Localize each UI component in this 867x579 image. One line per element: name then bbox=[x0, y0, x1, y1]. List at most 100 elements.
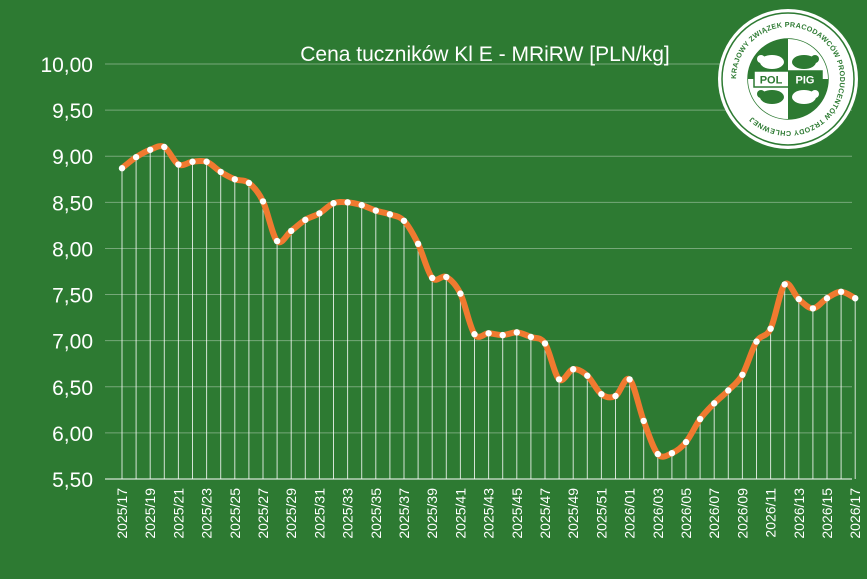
x-tick-label: 2026/07 bbox=[706, 488, 722, 539]
data-point bbox=[527, 333, 535, 341]
x-tick-label: 2025/37 bbox=[396, 488, 412, 539]
data-point bbox=[513, 329, 520, 336]
data-point bbox=[584, 372, 591, 379]
marker-layer bbox=[118, 143, 859, 458]
data-point bbox=[626, 376, 633, 383]
x-tick-label: 2026/03 bbox=[650, 488, 666, 539]
x-tick-label: 2025/23 bbox=[199, 488, 215, 539]
data-point bbox=[809, 305, 817, 312]
data-point bbox=[386, 211, 394, 218]
x-tick-label: 2025/21 bbox=[170, 488, 186, 539]
data-point bbox=[753, 338, 760, 345]
x-tick-label: 2026/11 bbox=[763, 488, 779, 538]
data-point bbox=[443, 273, 450, 281]
y-tick-label: 6,50 bbox=[52, 377, 93, 400]
data-point bbox=[118, 165, 126, 172]
drop-lines bbox=[121, 147, 856, 479]
data-point bbox=[414, 240, 422, 248]
data-point bbox=[823, 295, 831, 302]
data-point bbox=[372, 207, 379, 214]
y-tick-label: 5,50 bbox=[52, 469, 93, 492]
y-tick-label: 8,00 bbox=[52, 238, 93, 261]
data-point bbox=[245, 179, 253, 187]
x-tick-label: 2025/27 bbox=[255, 488, 271, 539]
data-point bbox=[668, 449, 676, 457]
data-point bbox=[795, 295, 802, 303]
data-point bbox=[259, 198, 267, 205]
data-point bbox=[612, 392, 619, 400]
data-point bbox=[132, 153, 140, 161]
data-point bbox=[654, 450, 661, 458]
data-point bbox=[598, 390, 605, 398]
data-point bbox=[344, 199, 351, 206]
logo-text-pig: PIG bbox=[796, 75, 815, 87]
x-tick-label: 2026/09 bbox=[734, 488, 750, 539]
x-tick-label: 2025/19 bbox=[142, 488, 158, 539]
data-point bbox=[739, 371, 746, 378]
x-tick-label: 2025/51 bbox=[593, 488, 609, 539]
y-axis-labels: 5,50 6,00 6,50 7,00 7,50 8,00 8,50 9,00 9,50 10,0… bbox=[40, 54, 93, 492]
data-point bbox=[189, 158, 196, 165]
pig-icon bbox=[757, 55, 819, 104]
x-tick-label: 2025/25 bbox=[227, 488, 243, 539]
x-tick-label: 2026/01 bbox=[622, 488, 638, 539]
data-point bbox=[499, 331, 506, 339]
data-point bbox=[711, 400, 718, 407]
x-tick-label: 2025/35 bbox=[368, 488, 384, 539]
data-point bbox=[485, 330, 492, 337]
y-tick-label: 10,00 bbox=[40, 54, 93, 77]
data-point bbox=[330, 200, 337, 207]
data-point bbox=[161, 143, 168, 151]
data-point bbox=[457, 290, 464, 297]
data-point bbox=[555, 376, 563, 383]
data-point bbox=[696, 415, 704, 423]
x-tick-label: 2026/15 bbox=[819, 488, 835, 539]
data-point bbox=[316, 210, 323, 217]
data-point bbox=[217, 168, 224, 176]
x-tick-label: 2025/17 bbox=[114, 488, 130, 539]
x-tick-label: 2025/29 bbox=[283, 488, 299, 539]
y-tick-label: 6,00 bbox=[52, 423, 93, 446]
data-point bbox=[302, 216, 309, 224]
x-tick-label: 2026/05 bbox=[678, 488, 694, 539]
data-point bbox=[725, 387, 732, 394]
data-point bbox=[640, 417, 647, 425]
data-point bbox=[781, 281, 788, 288]
y-tick-label: 9,00 bbox=[52, 146, 93, 169]
polpig-logo: KRAJOWY ZWIĄZEK PRACODAWCÓW PRODUCENTÓW … bbox=[718, 9, 858, 149]
data-point bbox=[175, 161, 182, 168]
x-tick-label: 2025/49 bbox=[565, 488, 581, 539]
data-point bbox=[429, 274, 436, 282]
data-point bbox=[767, 325, 774, 332]
chart-title: Cena tuczników Kl E - MRiRW [PLN/kg] bbox=[300, 43, 670, 66]
data-point bbox=[231, 176, 238, 183]
y-tick-label: 7,00 bbox=[52, 331, 93, 354]
x-tick-label: 2025/43 bbox=[481, 488, 497, 539]
data-point bbox=[541, 340, 549, 347]
x-tick-label: 2025/33 bbox=[340, 488, 356, 539]
data-point bbox=[837, 288, 845, 295]
x-tick-label: 2025/39 bbox=[424, 488, 440, 539]
data-point bbox=[273, 237, 281, 245]
data-point bbox=[203, 158, 210, 165]
data-point bbox=[471, 331, 478, 338]
x-tick-label: 2026/13 bbox=[791, 488, 807, 539]
x-tick-label: 2025/31 bbox=[311, 488, 327, 539]
x-tick-label: 2025/41 bbox=[452, 488, 468, 539]
data-point bbox=[288, 227, 295, 235]
data-point bbox=[358, 201, 365, 209]
x-axis-labels: 2025/17 2025/19 2025/21 2025/23 2025/25 2025/… bbox=[114, 488, 863, 539]
y-tick-label: 8,50 bbox=[52, 192, 93, 215]
x-tick-label: 2025/47 bbox=[537, 488, 553, 539]
y-tick-label: 7,50 bbox=[52, 285, 93, 308]
data-point bbox=[400, 217, 408, 224]
y-tick-label: 9,50 bbox=[52, 100, 93, 123]
x-tick-label: 2025/45 bbox=[509, 488, 525, 539]
data-point bbox=[570, 366, 577, 373]
data-point bbox=[682, 438, 690, 446]
x-tick-label: 2026/17 bbox=[847, 488, 863, 539]
data-point bbox=[147, 146, 154, 153]
logo-text-pol: POL bbox=[760, 75, 783, 87]
data-point bbox=[852, 295, 859, 302]
